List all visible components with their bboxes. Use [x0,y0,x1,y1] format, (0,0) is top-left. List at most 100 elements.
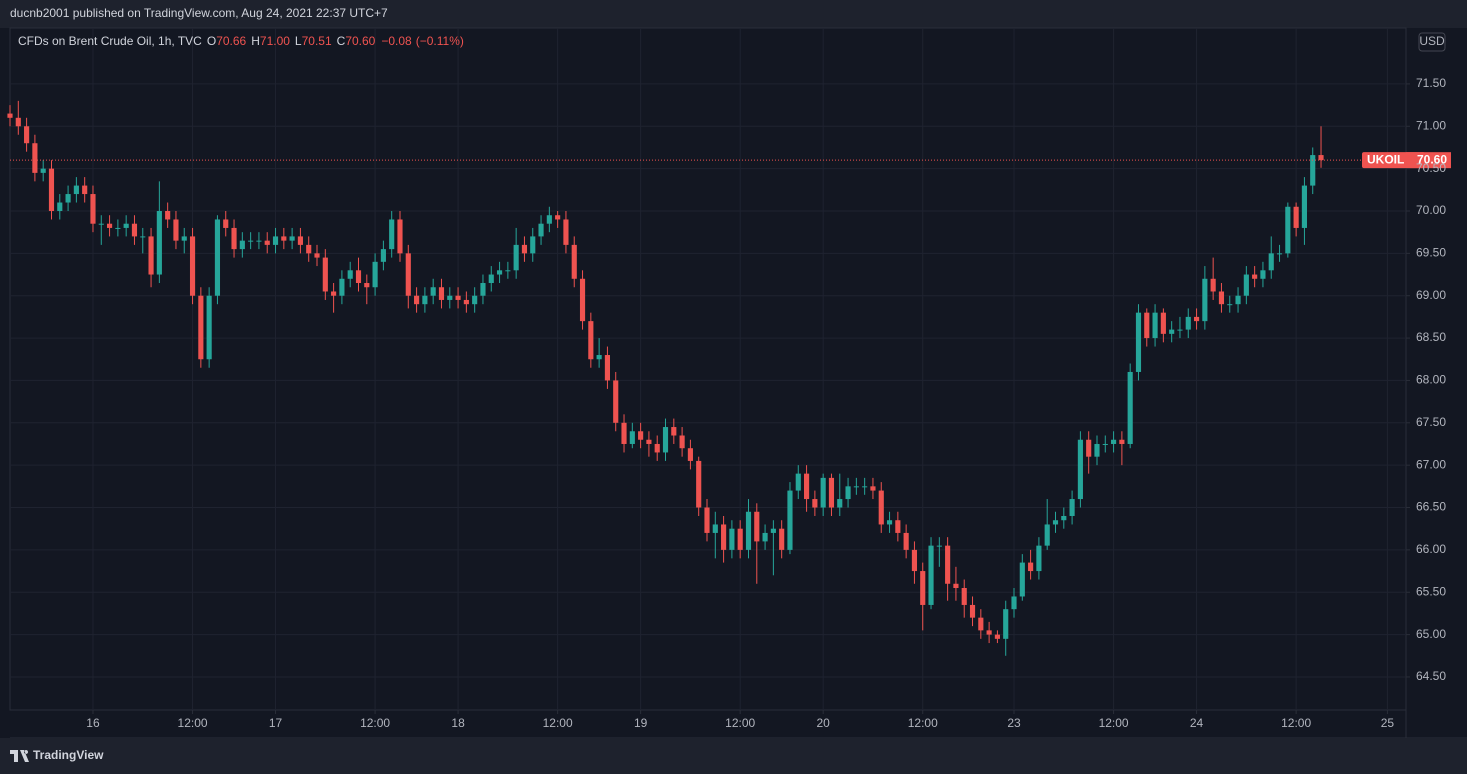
candle-body [961,588,967,605]
candle-body [57,202,63,211]
y-tick-label: 66.50 [1416,500,1446,514]
candle-body [513,244,519,271]
legend-value: 70.66 [216,34,246,48]
candle-body [895,520,901,533]
candle-body [654,443,660,453]
candle-body [1285,206,1291,254]
candle-body [297,236,303,245]
candle-body [1301,185,1308,228]
candle-body [181,236,187,241]
y-tick-label: 71.50 [1416,76,1446,90]
y-tick-label: 67.50 [1416,415,1446,429]
candle-body [563,219,569,245]
candle-body [372,261,378,288]
candle-body [696,460,702,508]
currency-label[interactable]: USD [1419,34,1445,48]
brand-name[interactable]: TradingView [33,748,104,762]
candle-body [73,185,79,195]
candle-body [1036,545,1042,572]
candle-body [106,223,113,228]
candle-body [878,490,884,525]
candle-body [862,486,868,488]
x-tick-label: 12:00 [908,716,938,730]
candle-body [571,244,577,279]
candle-body [1318,155,1324,161]
candle-body [588,321,594,360]
x-tick-label: 17 [269,716,283,730]
brand-icon [10,750,29,762]
candle-body [90,194,96,224]
candle-body [745,511,752,550]
candle-body [223,219,229,228]
candle-body [936,545,942,547]
currency-box[interactable] [1418,32,1446,52]
candle-body [1243,274,1249,296]
ohlc-legend: CFDs on Brent Crude Oil, 1h, TVC O70.66 H7… [18,34,464,48]
candle-body [289,236,295,241]
candle-body [156,210,162,275]
candle-body [530,236,536,254]
legend-key: L [295,34,302,48]
candle-body [1077,439,1083,500]
candle-body [32,143,38,173]
candle-body [1260,270,1266,279]
candle-body [248,240,254,242]
candle-body [239,240,245,250]
y-tick-label: 69.50 [1416,246,1446,260]
candle-body [1152,312,1158,339]
y-tick-label: 66.00 [1416,542,1446,556]
candle-body [729,528,735,550]
candle-body [1218,291,1225,305]
candle-body [671,427,677,436]
candle-body [820,477,826,508]
candle-body [579,278,586,322]
candle-body [920,571,926,605]
candle-body [613,380,619,423]
candle-body [754,511,760,542]
overlay: UKOIL 70.60 [10,152,1451,169]
x-tick-label: 23 [1007,716,1021,730]
candle-body [430,287,436,296]
y-tick-label: 64.50 [1416,669,1446,683]
candle-body [1028,562,1034,572]
candle-body [380,249,386,262]
last-price-badge-tail [1406,152,1451,169]
legend-value: 71.00 [260,34,290,48]
candle-body [1052,520,1059,525]
candle-body [272,236,279,245]
y-tick-label: 67.00 [1416,457,1446,471]
candle-body [1210,278,1216,292]
candle-body [945,545,951,584]
candle-body [1069,499,1075,516]
candle-body [355,270,362,284]
legend-key: O [207,34,216,48]
candle-body [770,528,776,533]
candle-body [331,291,337,296]
y-tick-label: 65.50 [1416,584,1446,598]
candle-body [206,295,212,360]
candle-body [953,583,959,589]
legend-value: 70.60 [345,34,375,48]
candles [7,100,1324,656]
candle-body [903,532,909,550]
last-price-symbol: UKOIL [1367,152,1404,166]
candle-body [24,126,30,144]
candle-body [123,223,129,228]
candle-body [712,524,718,533]
y-tick-label: 71.00 [1416,118,1446,132]
candle-body [638,431,644,440]
legend-change-pct: (−0.11%) [416,34,464,48]
candle-body [389,219,395,250]
x-tick-label: 20 [816,716,830,730]
x-tick-label: 12:00 [1281,716,1311,730]
header-text: ducnb2001 published on TradingView.com, … [10,6,388,20]
x-tick-label: 25 [1381,716,1395,730]
candle-body [189,236,196,296]
candle-body [480,283,486,296]
candle-body [1252,274,1258,279]
candle-body [928,545,934,605]
candle-body [1111,439,1117,444]
candle-body [795,473,801,491]
candle-body [1185,316,1191,330]
